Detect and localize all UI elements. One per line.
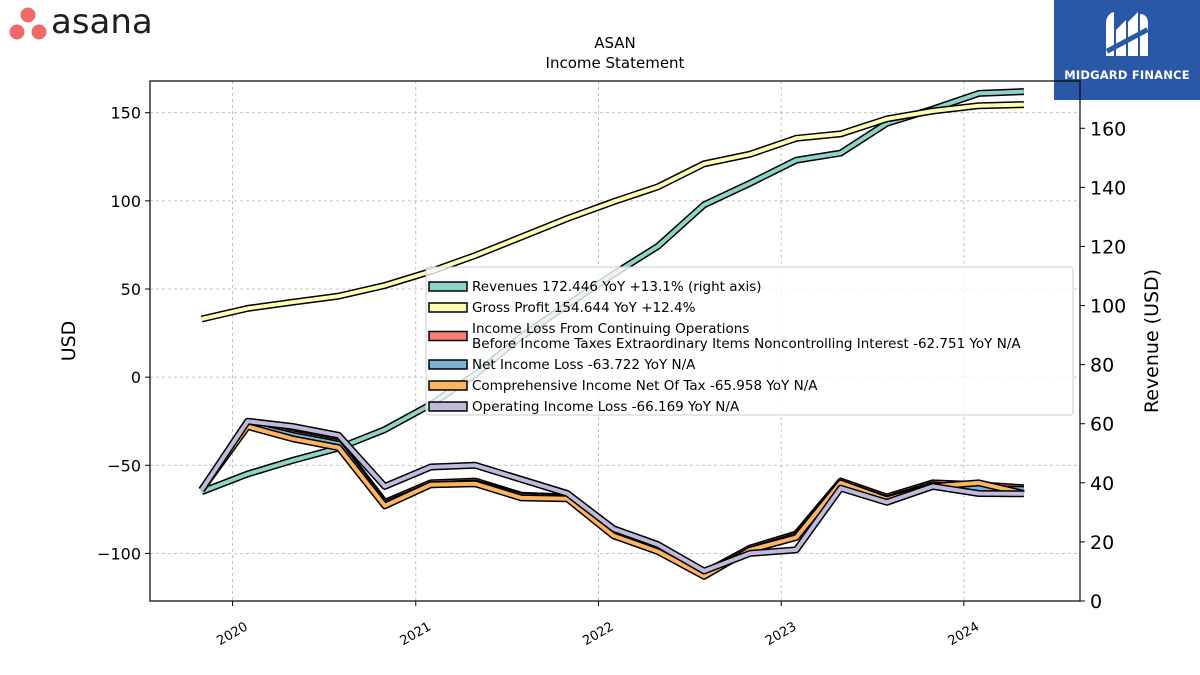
asana-logo-dot-right: [31, 24, 47, 40]
y2-axis-label: Revenue (USD): [1141, 269, 1163, 413]
y2-tick-label: 80: [1090, 355, 1114, 377]
series-line-5: [199, 419, 1024, 573]
y2-tick-label: 120: [1090, 236, 1126, 258]
legend-box: [425, 266, 1074, 416]
y2-tick-label: 140: [1090, 177, 1126, 199]
y-tick-label: −100: [97, 544, 141, 563]
legend-swatch-0: [428, 281, 468, 292]
plot-frame: [149, 80, 1081, 602]
asana-wordmark: asana: [51, 2, 153, 42]
y2-tick-label: 60: [1090, 414, 1114, 436]
y-tick-label: −50: [107, 456, 141, 475]
series-lines: [198, 88, 1025, 580]
legend-swatch-1: [428, 302, 468, 313]
legend-label-4: Comprehensive Income Net Of Tax -65.958 …: [472, 378, 818, 394]
x-tick-label: 2020: [214, 619, 250, 649]
chart-title: ASAN: [594, 34, 636, 52]
y-tick-label: 150: [110, 104, 141, 123]
legend-label-5: Operating Income Loss -66.169 YoY N/A: [472, 399, 740, 415]
x-tick-label: 2021: [398, 619, 434, 649]
chart-subtitle: Income Statement: [546, 54, 685, 72]
y-axis-label: USD: [58, 321, 80, 362]
legend-swatch-2: [428, 330, 468, 342]
y2-tick-label: 40: [1090, 473, 1114, 495]
y2-tick-label: 160: [1090, 118, 1126, 140]
asana-logo-dot-left: [9, 24, 25, 40]
y-tick-label: 0: [131, 368, 141, 387]
legend-swatch-4: [428, 380, 468, 391]
legend: Revenues 172.446 YoY +13.1% (right axis)…: [425, 266, 1074, 416]
legend-label-1: Gross Profit 154.644 YoY +12.4%: [472, 300, 696, 316]
y2-tick-label: 100: [1090, 296, 1126, 318]
midgard-monogram-icon: [1105, 12, 1149, 56]
asana-logo: asana: [4, 2, 194, 46]
series-line-1: [201, 102, 1024, 321]
y-tick-label: 50: [121, 280, 141, 299]
x-tick-label: 2023: [763, 619, 799, 649]
y2-tick-label: 20: [1090, 532, 1114, 554]
y-tick-label: 100: [110, 192, 141, 211]
legend-label-0: Revenues 172.446 YoY +13.1% (right axis): [472, 279, 762, 295]
midgard-finance-watermark: MIDGARD FINANCE: [1054, 0, 1200, 100]
x-tick-label: 2022: [580, 619, 616, 649]
x-tick-label: 2024: [946, 619, 982, 649]
y2-tick-label: 0: [1090, 591, 1102, 613]
midgard-finance-label: MIDGARD FINANCE: [1064, 68, 1190, 82]
legend-swatch-3: [428, 359, 468, 370]
legend-label-3: Net Income Loss -63.722 YoY N/A: [472, 357, 696, 373]
legend-label-2: Income Loss From Continuing Operations Be…: [472, 321, 1021, 352]
asana-logo-dot-top: [20, 7, 36, 23]
legend-swatch-5: [428, 401, 468, 412]
